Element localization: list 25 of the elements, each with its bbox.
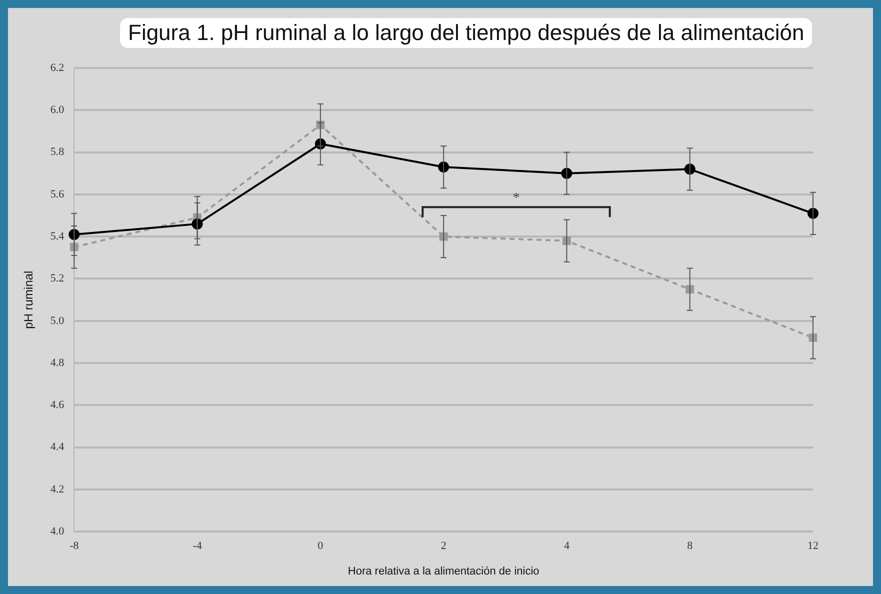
point (68, 228, 80, 240)
y-tick-label: 4.2 (50, 483, 64, 496)
x-tick-label: 8 (687, 540, 694, 552)
y-tick-label: 5.2 (50, 272, 64, 285)
chart-title: Figura 1. pH ruminal a lo largo del tiempo después de la alimentación (120, 18, 812, 48)
x-tick-label: 4 (564, 540, 570, 552)
y-tick-label: 4.0 (50, 525, 65, 538)
x-axis-title: Hora relativa a la alimentación de inicio (348, 565, 540, 578)
y-tick-label: 5.8 (50, 146, 65, 158)
y-tick-label: 4.4 (50, 441, 65, 454)
x-tick-label: 2 (440, 540, 446, 552)
x-tick-label: 0 (318, 540, 324, 552)
y-tick-label: 5.4 (50, 230, 65, 242)
y-tick-label: 5.6 (50, 188, 65, 200)
point (70, 242, 78, 252)
y-tick-label: 6.2 (50, 62, 64, 74)
y-tick-label: 5.0 (50, 314, 65, 327)
y-tick-label: 4.8 (50, 356, 65, 369)
x-tick-label: -8 (70, 540, 80, 552)
y-tick-label: 6.0 (50, 104, 65, 116)
x-tick-label: 12 (808, 540, 818, 552)
x-tick-label: -4 (192, 540, 202, 552)
y-tick-label: 4.6 (50, 399, 65, 412)
y-axis-title: pH ruminal (22, 270, 36, 329)
annotation: * (512, 190, 520, 206)
